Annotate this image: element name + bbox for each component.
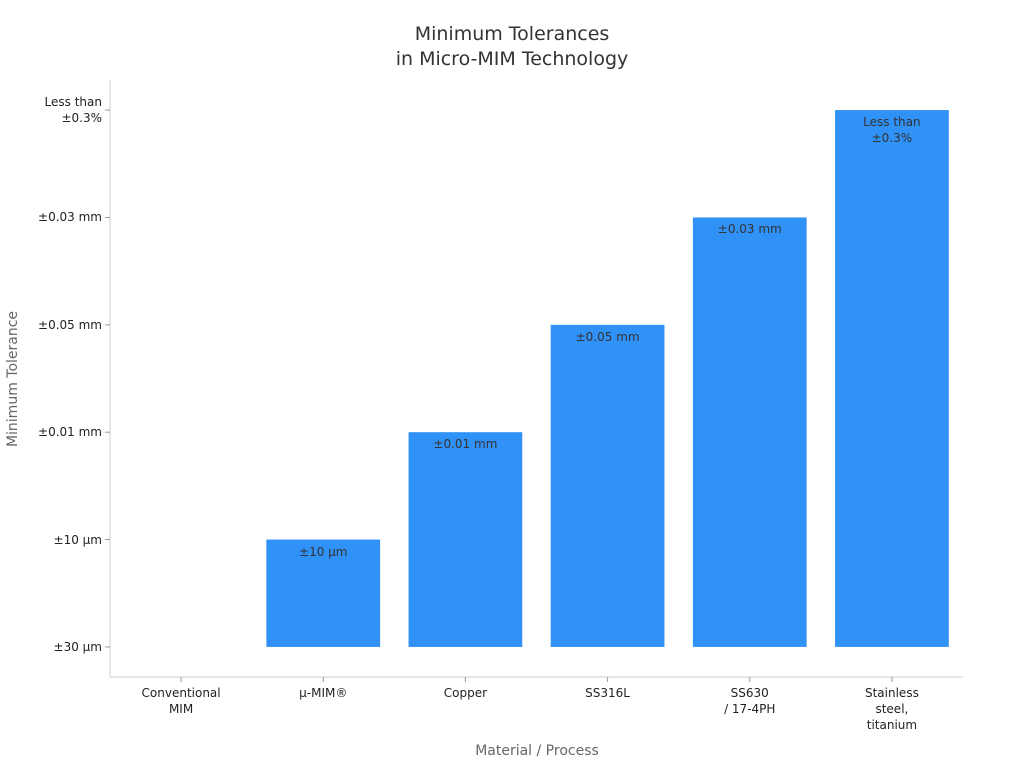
x-tick-label: SS630 / 17-4PH	[724, 686, 776, 716]
x-tick-label: Copper	[443, 686, 488, 700]
x-tick-label: Stainless steel, titanium	[864, 686, 919, 732]
data-label: ±10 µm	[299, 544, 348, 559]
bar	[692, 217, 807, 647]
data-label: Less than ±0.3%	[863, 115, 921, 146]
y-tick-label: ±10 µm	[53, 532, 102, 547]
bar	[550, 324, 665, 647]
chart-title: Minimum Tolerances in Micro-MIM Technolo…	[395, 23, 629, 70]
data-label: ±0.03 mm	[717, 222, 782, 237]
x-tick-label: μ-MIM®	[299, 686, 348, 700]
x-tick-label: Conventional MIM	[141, 686, 221, 716]
y-tick-label: ±0.05 mm	[38, 317, 102, 332]
data-label: ±0.05 mm	[575, 329, 640, 344]
y-tick-label: ±0.01 mm	[38, 425, 102, 440]
y-tick-label: ±30 µm	[53, 639, 102, 654]
x-tick-label: SS316L	[585, 686, 630, 700]
y-tick-label: Less than ±0.3%	[44, 95, 102, 126]
x-axis-label: Material / Process	[475, 743, 599, 759]
y-axis-label: Minimum Tolerance	[5, 310, 21, 448]
data-label: ±0.01 mm	[433, 437, 498, 452]
bar	[835, 110, 949, 647]
bar	[266, 539, 381, 647]
y-tick-label: ±0.03 mm	[38, 210, 102, 225]
bar	[408, 432, 523, 647]
